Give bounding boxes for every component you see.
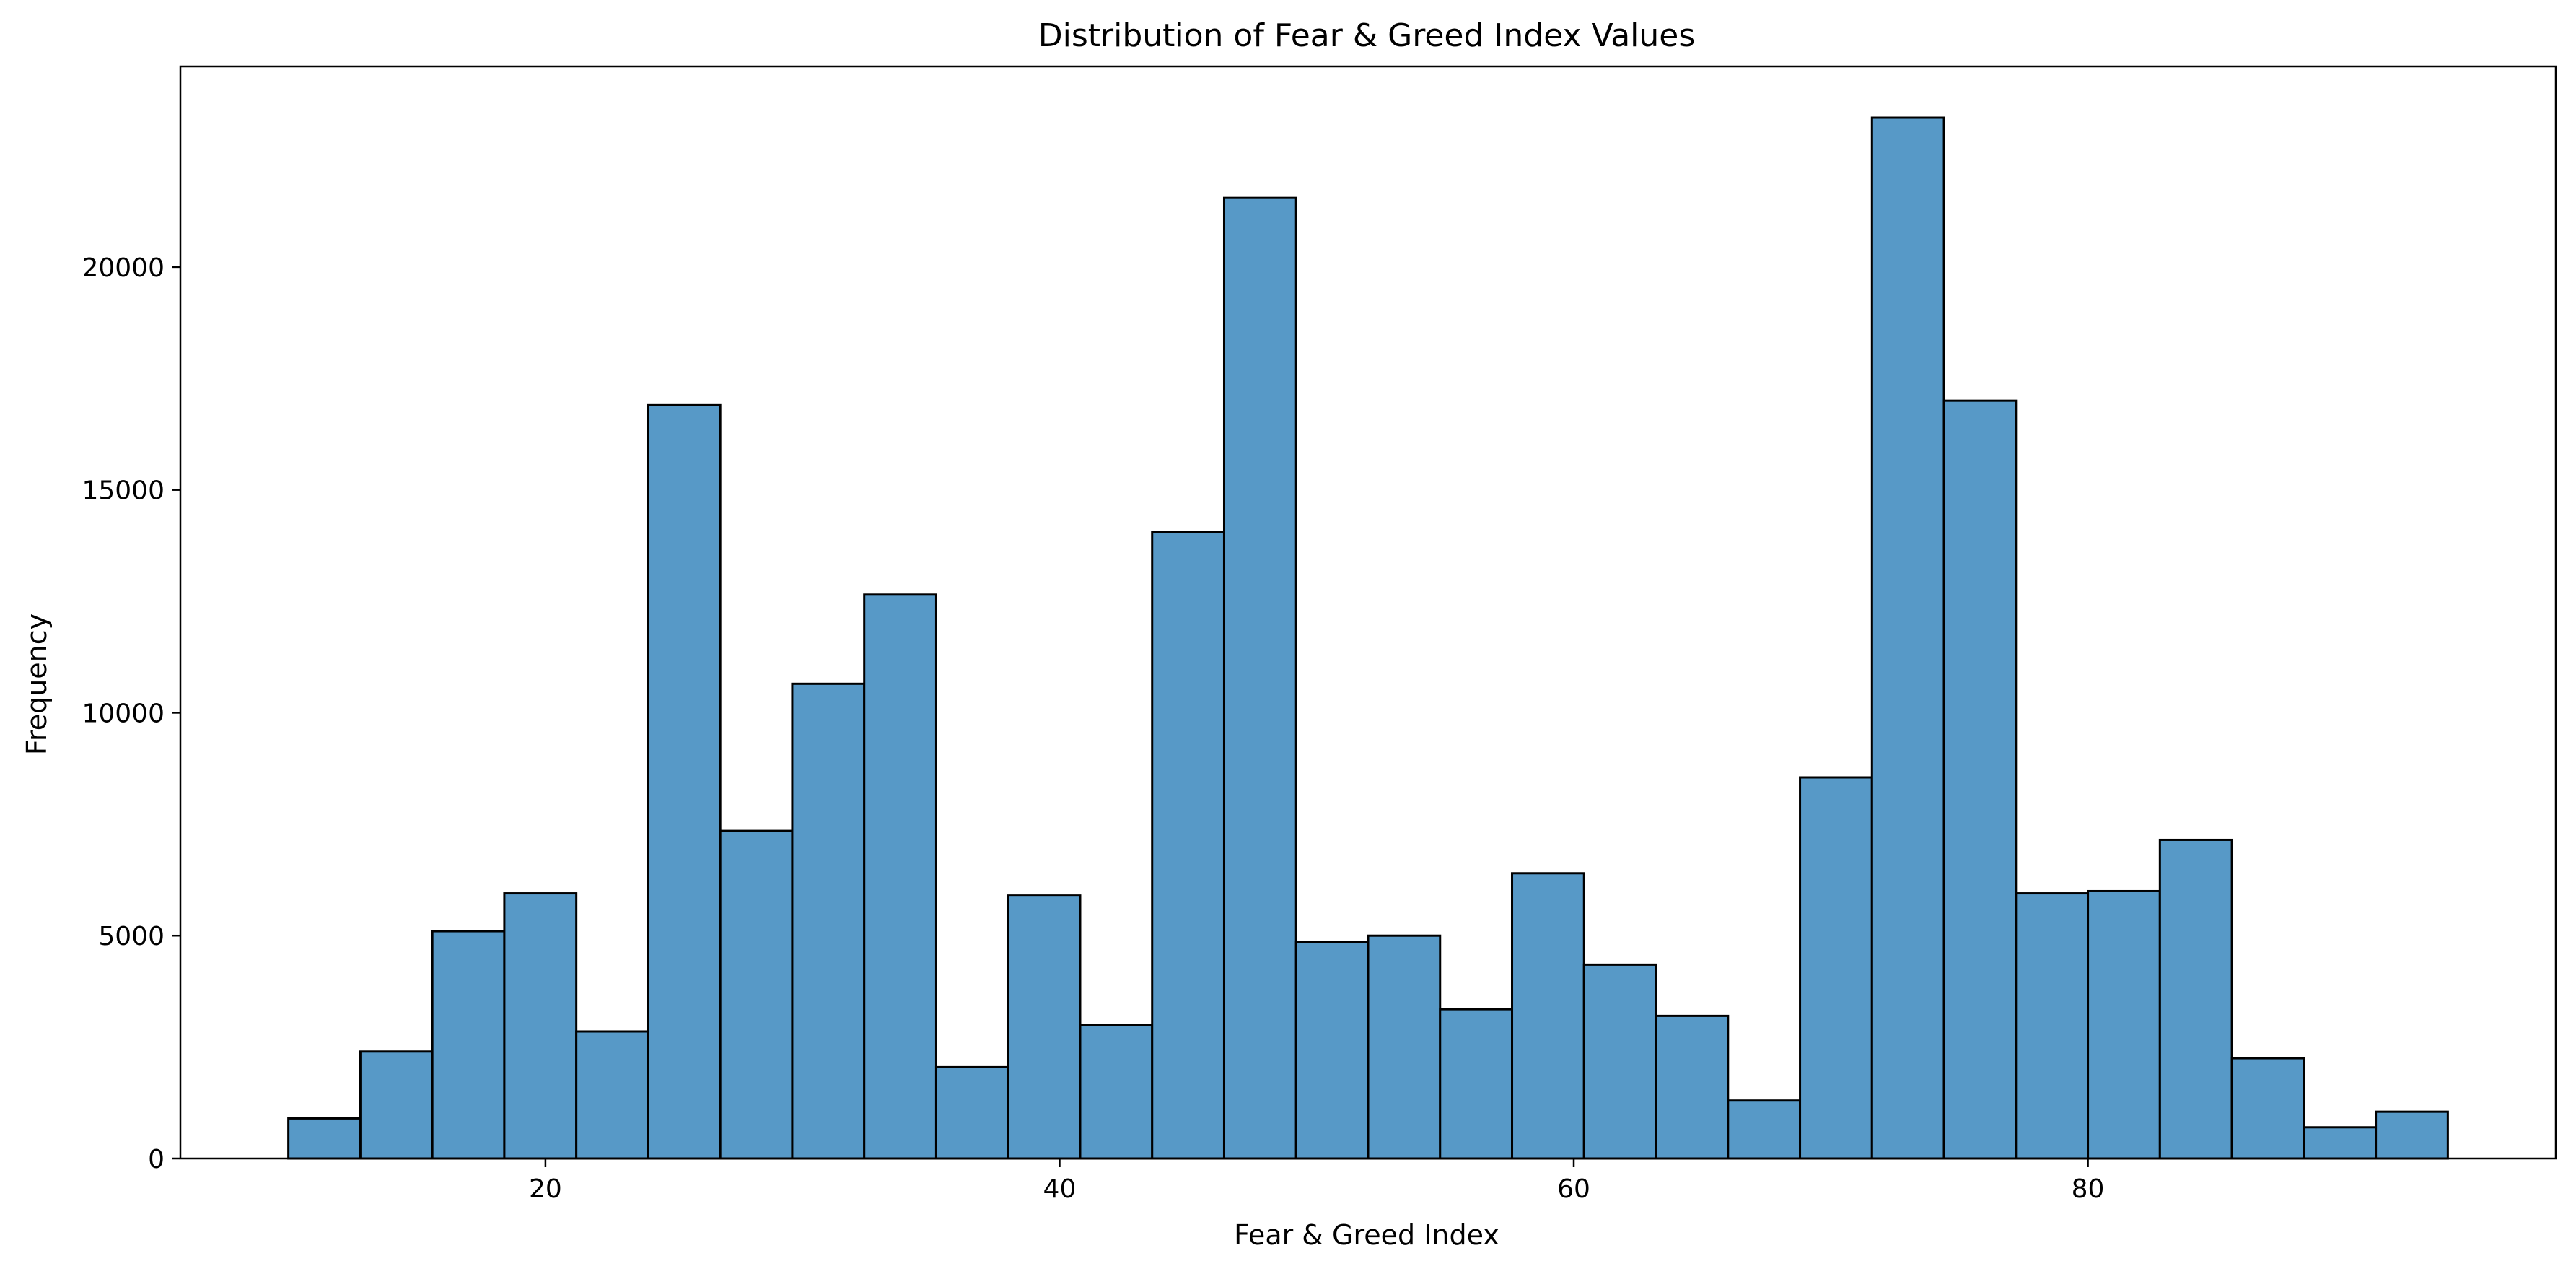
x-axis-ticks: 20 40 60 80 — [529, 1159, 2104, 1204]
histogram-bar-25 — [2015, 892, 2090, 1160]
y-tick-label: 15000 — [82, 476, 165, 506]
histogram-bar-15 — [1294, 941, 1370, 1160]
y-tick-label: 5000 — [98, 922, 165, 951]
histogram-bar-30 — [2375, 1110, 2449, 1160]
histogram-bar-21 — [1727, 1099, 1802, 1160]
histogram-bar-14 — [1222, 196, 1297, 1160]
histogram-bar-3 — [431, 930, 506, 1160]
histogram-bar-13 — [1151, 531, 1225, 1160]
x-tick-label: 40 — [1043, 1174, 1077, 1204]
histogram-bar-18 — [1511, 872, 1585, 1160]
histogram-bar-28 — [2230, 1057, 2305, 1160]
chart-title: Distribution of Fear & Greed Index Value… — [1038, 17, 1696, 54]
y-axis-ticks: 0 5000 10000 15000 20000 — [82, 253, 180, 1174]
histogram-bar-17 — [1439, 1008, 1514, 1160]
y-tick-label: 0 — [148, 1145, 165, 1174]
x-axis-label: Fear & Greed Index — [1234, 1219, 1499, 1251]
y-axis-label: Frequency — [21, 614, 53, 755]
histogram-bar-27 — [2158, 838, 2233, 1160]
histogram-bar-24 — [1942, 399, 2018, 1160]
histogram-bar-12 — [1079, 1024, 1154, 1160]
histogram-bar-7 — [719, 829, 794, 1160]
histogram-bar-16 — [1367, 934, 1442, 1160]
histogram-bar-8 — [791, 682, 866, 1160]
histogram-bar-20 — [1655, 1014, 1730, 1160]
histogram-bar-9 — [863, 593, 937, 1160]
histogram-bar-1 — [287, 1117, 362, 1160]
histogram-bar-6 — [647, 403, 722, 1160]
bars-group — [287, 116, 2449, 1160]
histogram-bar-22 — [1799, 776, 1873, 1160]
x-tick-label: 20 — [529, 1174, 562, 1204]
histogram-bar-29 — [2303, 1126, 2378, 1160]
histogram-bar-10 — [934, 1065, 1009, 1160]
histogram-bar-26 — [2087, 889, 2161, 1160]
histogram-bar-23 — [1870, 116, 1945, 1160]
histogram-bar-4 — [503, 892, 578, 1160]
histogram-bar-2 — [359, 1050, 434, 1160]
y-tick-label: 20000 — [82, 253, 165, 283]
histogram-bar-19 — [1582, 963, 1657, 1160]
histogram-bar-5 — [575, 1030, 649, 1160]
plot-frame — [179, 65, 2557, 1160]
histogram-bar-11 — [1007, 894, 1082, 1160]
x-tick-label: 80 — [2072, 1174, 2105, 1204]
y-tick-label: 10000 — [82, 699, 165, 728]
x-tick-label: 60 — [1557, 1174, 1590, 1204]
